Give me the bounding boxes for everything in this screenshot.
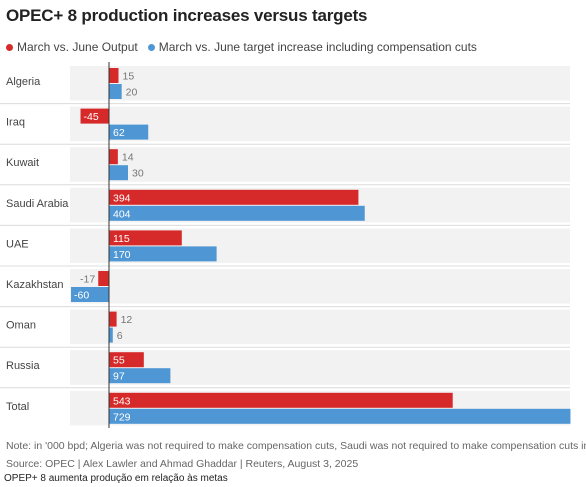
bar-output-uae (109, 230, 182, 246)
category-label-algeria: Algeria (6, 76, 41, 88)
data-label-target-oman: 6 (117, 330, 123, 342)
chart-source: Source: OPEC | Alex Lawler and Ahmad Gha… (6, 458, 359, 470)
category-label-russia: Russia (6, 360, 41, 372)
bar-target-uae (109, 246, 217, 262)
data-label-target-kuwait: 30 (132, 168, 144, 180)
data-label-target-iraq: 62 (113, 127, 125, 139)
legend-item-target: March vs. June target increase including… (147, 40, 477, 54)
bar-output-kazakhstan (98, 271, 109, 286)
data-label-output-total: 543 (113, 395, 131, 407)
data-label-output-iraq: -45 (84, 111, 99, 123)
data-label-target-algeria: 20 (126, 87, 138, 99)
row-band-algeria (70, 66, 570, 101)
bar-output-kuwait (109, 149, 118, 165)
legend-swatch-output (6, 43, 13, 51)
bar-output-oman (109, 311, 117, 327)
data-label-output-kazakhstan: -17 (80, 274, 95, 286)
bar-target-kazakhstan (71, 287, 109, 302)
category-label-iraq: Iraq (6, 117, 25, 129)
category-label-total: Total (6, 401, 29, 413)
bar-output-algeria (109, 68, 119, 83)
bar-chart: Algeria 15 20 Iraq -45 62 Kuwait 14 30 Saudi Arab… (0, 62, 571, 428)
data-label-target-russia: 97 (113, 371, 125, 383)
chart-note: Note: in '000 bpd; Algeria was not requi… (6, 440, 586, 452)
bar-target-oman (109, 327, 113, 343)
legend-swatch-target (147, 43, 155, 51)
bar-target-iraq (109, 124, 149, 140)
category-label-kazakhstan: Kazakhstan (6, 279, 63, 291)
bar-output-russia (109, 352, 144, 368)
chart-caption: OPEP+ 8 aumenta produção em relação às m… (4, 473, 228, 484)
data-label-output-algeria: 15 (122, 71, 134, 83)
bar-output-saudi-arabia (109, 189, 359, 205)
legend-item-output: March vs. June Output (6, 40, 138, 54)
data-label-output-saudi-arabia: 394 (113, 192, 131, 204)
data-label-target-saudi-arabia: 404 (113, 208, 131, 220)
category-label-saudi-arabia: Saudi Arabia (6, 198, 69, 210)
bar-output-total (109, 392, 453, 408)
data-label-output-russia: 55 (113, 355, 125, 367)
data-label-target-uae: 170 (113, 249, 131, 261)
data-label-output-kuwait: 14 (122, 152, 134, 164)
bar-target-total (109, 408, 571, 424)
bar-output-iraq (80, 108, 109, 124)
category-label-oman: Oman (6, 320, 36, 332)
legend-label-output: March vs. June Output (17, 40, 138, 54)
bar-target-saudi-arabia (109, 205, 365, 221)
row-band-oman (70, 309, 570, 345)
bar-target-russia (109, 368, 171, 384)
category-label-uae: UAE (6, 238, 29, 250)
row-band-kazakhstan (70, 269, 570, 304)
chart-title: OPEC+ 8 production increases versus targ… (6, 6, 368, 25)
legend-label-target: March vs. June target increase including… (158, 40, 477, 54)
bar-target-algeria (109, 84, 122, 99)
category-label-kuwait: Kuwait (6, 157, 39, 169)
data-label-output-uae: 115 (113, 233, 130, 245)
data-label-target-total: 729 (113, 411, 131, 423)
row-band-iraq (70, 106, 570, 142)
data-label-target-kazakhstan: -60 (74, 290, 89, 302)
row-band-kuwait (70, 147, 570, 182)
bar-target-kuwait (109, 165, 128, 181)
data-label-output-oman: 12 (121, 314, 133, 326)
legend: March vs. June Output March vs. June tar… (6, 40, 477, 54)
